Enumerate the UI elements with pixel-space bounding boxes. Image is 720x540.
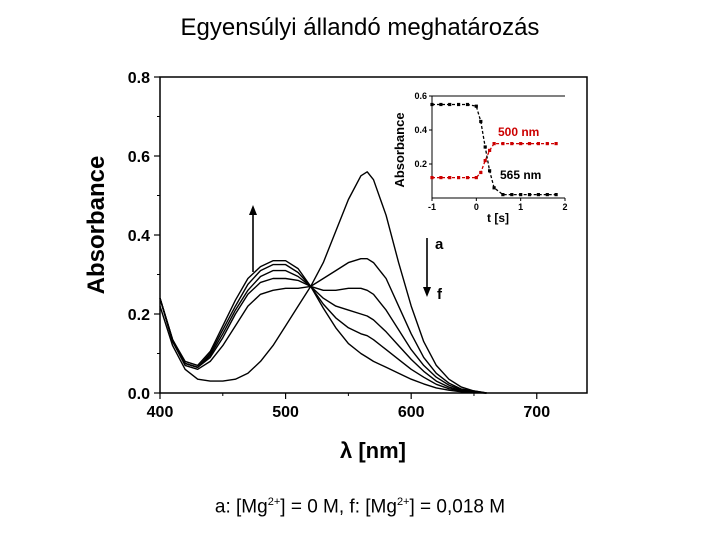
main-y-axis-label: Absorbance xyxy=(83,156,110,295)
inset-y-tick-label: 0.6 xyxy=(414,91,427,101)
inset-series-1-point xyxy=(488,148,492,152)
inset-series-1-point xyxy=(479,170,483,175)
inset-series-2-point xyxy=(488,169,492,173)
spectrum-curve-3 xyxy=(159,277,487,394)
inset-series-1-point xyxy=(510,142,514,146)
main-y-tick-label: 0.8 xyxy=(128,70,150,87)
caption-a-suffix: ] = 0 M, f: [Mg xyxy=(280,496,397,518)
curve-label-f: f xyxy=(437,286,443,303)
inset-series-1-point xyxy=(439,176,443,180)
inset-x-tick-label: 1 xyxy=(518,202,523,212)
figure-caption: a: [Mg2+] = 0 M, f: [Mg2+] = 0,018 M xyxy=(0,496,720,518)
inset-series-2-point xyxy=(430,102,434,107)
arrow-down-head xyxy=(423,287,431,297)
main-y-tick-label: 0.4 xyxy=(128,228,150,245)
inset-series-2-point xyxy=(519,193,523,197)
spectrum-curve-6 xyxy=(159,260,487,394)
inset-x-tick-label: -1 xyxy=(428,202,436,212)
caption-a-prefix: a: [Mg xyxy=(214,496,268,518)
curve-label-a: a xyxy=(435,236,444,253)
inset-x-tick-label: 0 xyxy=(474,202,479,212)
inset-legend-500nm: 500 nm xyxy=(498,125,539,139)
inset-series-1-point xyxy=(519,142,523,146)
inset-series-1-point xyxy=(545,142,549,146)
main-y-tick-label: 0.6 xyxy=(128,149,150,166)
caption-f-sup: 2+ xyxy=(396,496,410,508)
spectrum-curve-5 xyxy=(159,263,487,394)
inset-y-tick-label: 0.4 xyxy=(414,125,427,135)
inset-series-1-point xyxy=(465,176,470,180)
inset-legend-565nm: 565 nm xyxy=(500,168,541,182)
inset-curves xyxy=(430,102,558,197)
inset-series-2-point xyxy=(501,193,505,197)
inset-series-1-point xyxy=(483,159,487,163)
main-x-axis-label: λ [nm] xyxy=(340,438,406,463)
arrow-up-head xyxy=(249,205,257,215)
main-x-tick-label: 400 xyxy=(147,404,174,421)
main-y-tick-label: 0.2 xyxy=(128,307,150,324)
inset-series-1-point xyxy=(492,142,496,146)
inset-series-1-point xyxy=(554,142,558,146)
inset-series-1-point xyxy=(430,176,434,180)
inset-series-1-point xyxy=(474,176,478,180)
inset-y-tick-label: 0.2 xyxy=(414,159,427,169)
inset-series-1-point xyxy=(527,142,532,146)
inset-series-2-point xyxy=(510,193,514,197)
spectrum-curve-4 xyxy=(159,269,487,394)
inset-series-2-point xyxy=(479,119,483,124)
main-x-tick-label: 700 xyxy=(523,404,550,421)
main-y-tick-label: 0.0 xyxy=(128,386,150,403)
main-curves xyxy=(159,171,487,394)
inset-series-2-point xyxy=(457,102,461,107)
caption-f-suffix: ] = 0,018 M xyxy=(409,496,506,518)
main-axis-ticks: 400 500 600 700 0.0 0.2 0.4 0.6 0.8 xyxy=(128,70,550,421)
inset-series-1-line xyxy=(432,142,557,179)
inset-series-2-point xyxy=(483,145,487,149)
inset-series-1-point xyxy=(501,142,505,146)
inset-axis-ticks: -1 0 1 2 0.2 0.4 0.6 xyxy=(414,91,567,212)
main-x-tick-label: 600 xyxy=(398,404,425,421)
inset-background xyxy=(392,86,578,230)
spectrum-curve-2 xyxy=(159,258,487,394)
inset-series-2-point xyxy=(439,102,443,107)
inset-series-1-point xyxy=(536,142,540,146)
main-x-tick-label: 500 xyxy=(272,404,299,421)
inset-series-1-point xyxy=(448,176,452,180)
inset-series-2-point xyxy=(554,193,558,197)
inset-series-2-point xyxy=(545,193,549,197)
slide-title: Egyensúlyi állandó meghatározás xyxy=(180,14,540,41)
inset-x-tick-label: 2 xyxy=(562,202,567,212)
inset-series-2-point xyxy=(527,193,532,197)
inset-x-axis-label: t [s] xyxy=(487,211,509,225)
spectrum-curve-1 xyxy=(159,171,487,394)
caption-a-sup: 2+ xyxy=(267,496,281,508)
inset-y-axis-label: Absorbance xyxy=(392,112,407,187)
inset-series-1-point xyxy=(457,176,461,180)
inset-series-2-point xyxy=(536,193,540,197)
inset-series-2-point xyxy=(465,102,470,107)
inset-series-2-point xyxy=(474,104,478,108)
inset-series-2-point xyxy=(492,186,496,190)
inset-series-2-point xyxy=(448,102,452,107)
